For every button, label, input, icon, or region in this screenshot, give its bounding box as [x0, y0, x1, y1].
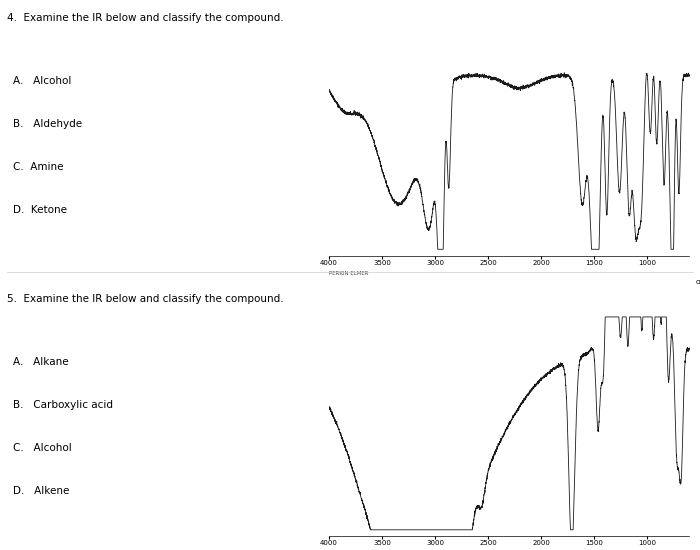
Text: B.   Aldehyde: B. Aldehyde — [13, 119, 83, 129]
Text: C.   Alcohol: C. Alcohol — [13, 443, 72, 453]
Text: B.   Carboxylic acid: B. Carboxylic acid — [13, 400, 113, 410]
Text: A.   Alkane: A. Alkane — [13, 357, 69, 367]
Text: D.  Ketone: D. Ketone — [13, 205, 67, 216]
Text: A.   Alcohol: A. Alcohol — [13, 76, 71, 86]
Text: D.   Alkene: D. Alkene — [13, 486, 70, 496]
X-axis label: cm⁻¹: cm⁻¹ — [695, 279, 700, 285]
Text: PERKIN ELMER: PERKIN ELMER — [329, 271, 368, 276]
Text: C.  Amine: C. Amine — [13, 162, 64, 172]
Text: 4.  Examine the IR below and classify the compound.: 4. Examine the IR below and classify the… — [7, 13, 284, 23]
Text: 5.  Examine the IR below and classify the compound.: 5. Examine the IR below and classify the… — [7, 294, 284, 304]
